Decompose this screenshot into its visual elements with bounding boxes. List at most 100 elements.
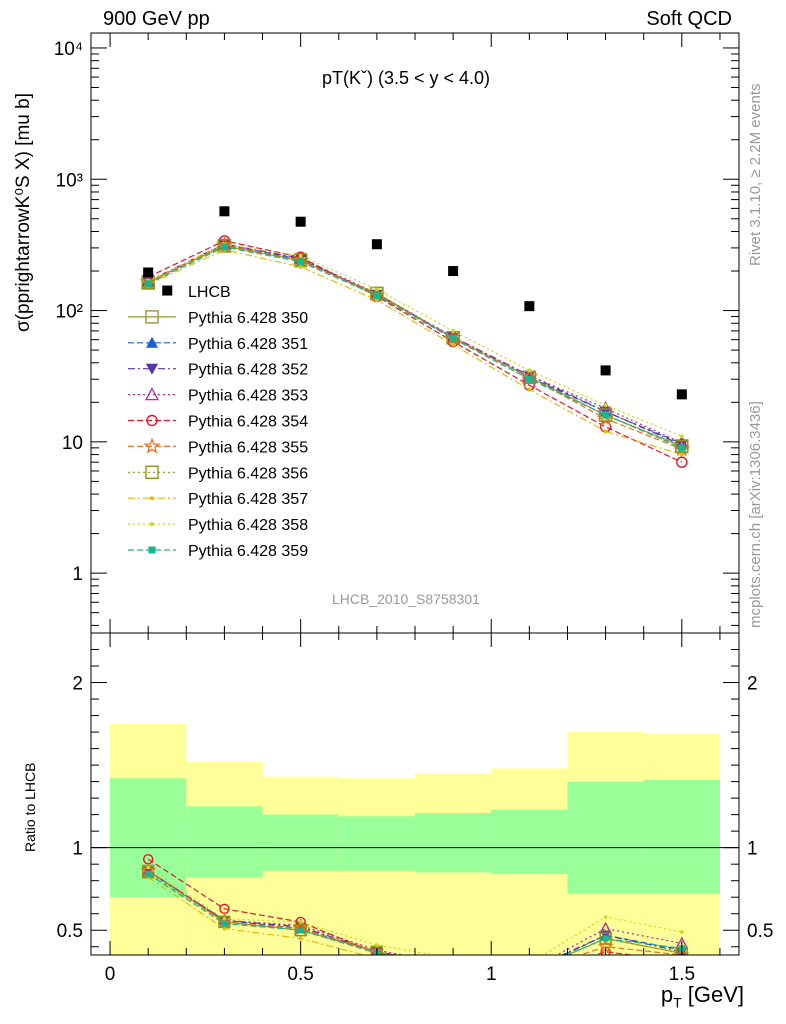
lhcb-data-point <box>371 239 382 250</box>
ratio-point <box>524 966 535 977</box>
legend-label: Pythia 6.428 352 <box>188 362 308 379</box>
ratio-point <box>448 961 459 972</box>
ratio-point <box>448 960 459 970</box>
ratio-point <box>524 966 535 976</box>
legend-marker <box>146 336 158 348</box>
legend-label: Pythia 6.428 350 <box>188 310 308 327</box>
header-right-label: Soft QCD <box>646 8 732 30</box>
ratio-point <box>222 916 227 921</box>
ratio-point <box>450 963 456 969</box>
ratio-point <box>449 964 458 973</box>
ratio-point <box>523 965 535 976</box>
ratio-point <box>448 960 459 970</box>
rivet-version-label: Rivet 3.1.10, ≥ 2.2M events <box>747 83 764 267</box>
ratio-line-355 <box>147 870 682 955</box>
x-tick-label: 0 <box>105 964 116 985</box>
lhcb-data-point <box>143 267 154 278</box>
ratio-line-359 <box>147 873 682 955</box>
band-inner-bin <box>338 816 415 871</box>
band-inner-bin <box>110 778 187 898</box>
legend-marker <box>145 465 159 479</box>
ratio-point <box>295 916 306 928</box>
ratio-point <box>146 865 150 870</box>
series-point <box>374 298 379 303</box>
legend-label: Pythia 6.428 356 <box>188 465 308 482</box>
legend: LHCB Pythia 6.428 350 Pythia 6.428 351 Pyth… <box>128 284 308 560</box>
band-inner-bin <box>415 812 492 873</box>
ratio-point <box>447 960 459 971</box>
series-point <box>298 264 303 269</box>
series-point <box>449 335 457 343</box>
ratio-point <box>451 957 455 961</box>
y-tick-label: 1 <box>72 564 83 585</box>
lhcb-data-point <box>600 365 611 376</box>
lhcb-data-point <box>219 206 230 217</box>
y-tick-label: 10³ <box>56 170 83 191</box>
band-inner-bin <box>643 779 720 894</box>
x-tick-label: 1.5 <box>669 964 695 985</box>
ratio-y-tick-label-right: 0.5 <box>747 921 773 942</box>
ratio-point <box>375 943 379 947</box>
legend-marker <box>146 363 158 375</box>
series-line-354 <box>147 240 683 463</box>
lhcb-data-point <box>295 216 306 227</box>
y-tick-label: 10² <box>56 302 83 323</box>
ratio-point <box>603 915 608 919</box>
y-tick-label: 10 <box>62 433 83 454</box>
legend-label: LHCB <box>188 284 231 301</box>
legend-marker <box>145 310 159 324</box>
ratio-point <box>448 961 459 971</box>
band-inner-bin <box>567 781 644 894</box>
ratio-point <box>524 965 535 975</box>
ratio-point <box>298 936 303 941</box>
series-point <box>374 287 379 292</box>
legend-marker <box>148 546 156 554</box>
lhcb-data-point <box>524 301 535 312</box>
lhcb-data-points <box>143 206 687 400</box>
series-point <box>451 328 456 333</box>
legend-label: Pythia 6.428 357 <box>188 491 308 508</box>
series-point <box>676 456 688 468</box>
band-inner-bin <box>262 814 339 871</box>
legend-marker <box>143 437 161 454</box>
ratio-y-tick-label-right: 1 <box>747 839 758 860</box>
ratio-point <box>298 920 303 924</box>
series-point <box>678 444 686 452</box>
legend-label: Pythia 6.428 351 <box>188 336 308 353</box>
ratio-point <box>599 932 612 945</box>
header-left-label: 900 GeV pp <box>103 8 210 30</box>
ratio-point <box>525 970 534 979</box>
ratio-line-352 <box>147 870 682 955</box>
series-line-357 <box>147 249 682 456</box>
y-tick-label: 10⁴ <box>54 39 83 60</box>
series-point <box>298 254 303 259</box>
band-inner-bin <box>491 809 568 875</box>
ratio-point <box>528 961 532 965</box>
legend-label: Pythia 6.428 354 <box>188 414 308 431</box>
legend-marker <box>150 496 154 501</box>
lhcb-data-point <box>448 266 459 277</box>
series-point <box>373 292 381 300</box>
series-point <box>603 429 608 434</box>
ratio-y-tick-label-right: 2 <box>747 674 758 695</box>
legend-label: Pythia 6.428 358 <box>188 517 308 534</box>
legend-marker <box>144 387 160 401</box>
series-point <box>679 452 684 457</box>
main-series-group <box>139 235 691 468</box>
ratio-point <box>448 961 459 972</box>
ratio-y-tick-label: 0.5 <box>57 921 83 942</box>
ratio-point <box>375 957 379 961</box>
ratio-uncertainty-bands <box>110 723 720 955</box>
series-point <box>525 375 533 383</box>
series-point <box>527 368 532 373</box>
ratio-point <box>524 966 535 977</box>
ratio-point <box>602 935 609 942</box>
mcplots-reference-label: mcplots.cern.ch [arXiv:1306.3436] <box>747 401 764 628</box>
axes-frames: 0 0.5 1 1.5 1 10 10² 10³ 10⁴ 0.5 0.5 1 1 2 2 <box>54 32 773 985</box>
series-point <box>220 243 228 251</box>
legend-label: Pythia 6.428 353 <box>188 388 308 405</box>
series-point <box>144 280 152 288</box>
series-line-359 <box>147 246 683 449</box>
ratio-y-tick-label: 2 <box>72 674 83 695</box>
